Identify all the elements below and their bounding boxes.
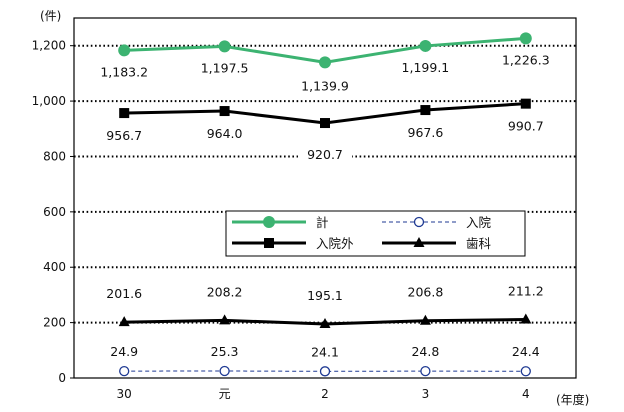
data-point (319, 56, 331, 69)
legend-label: 歯科 (466, 236, 492, 251)
legend-box (225, 210, 526, 257)
data-label: 24.4 (512, 344, 540, 359)
data-point (520, 313, 532, 324)
data-point (118, 44, 131, 57)
x-tick-label: 元 (219, 387, 231, 401)
legend-swatch-marker (413, 216, 425, 228)
x-tick-label: 4 (522, 387, 530, 401)
legend-label: 計 (316, 215, 329, 230)
legend-swatch-marker (264, 238, 274, 248)
y-axis-ticks: 0 200 400 600 800 1,000 1,200 (32, 39, 74, 385)
y-tick-label: 600 (43, 205, 66, 219)
data-label: 211.2 (508, 284, 544, 299)
data-label: 24.8 (411, 344, 439, 359)
data-label: 1,183.2 (100, 64, 148, 79)
data-point (119, 108, 130, 119)
data-point (419, 39, 432, 52)
data-point (420, 105, 431, 116)
label-background (298, 147, 352, 164)
data-point (219, 106, 230, 117)
data-point (419, 314, 431, 325)
series-markers (118, 32, 532, 377)
y-tick-label: 800 (43, 149, 66, 163)
data-label: 1,197.5 (201, 60, 249, 75)
data-point (420, 365, 431, 377)
y-tick-label: 1,000 (32, 94, 66, 108)
y-tick-label: 200 (43, 316, 66, 330)
data-point (118, 316, 130, 327)
data-point (519, 32, 532, 45)
data-point (218, 40, 231, 53)
y-unit-label: (件) (40, 9, 61, 23)
x-tick-label: 2 (321, 387, 329, 401)
data-label: 201.6 (106, 286, 142, 301)
data-label: 206.8 (408, 285, 444, 300)
data-point (219, 314, 231, 325)
x-tick-label: 3 (422, 387, 430, 401)
data-labels: 1,183.2 1,197.5 1,139.9 1,199.1 1,226.3 24.9 2… (100, 52, 549, 359)
data-label: 25.3 (211, 344, 239, 359)
legend-swatch-marker (413, 237, 425, 247)
data-point (319, 366, 331, 377)
data-label: 1,139.9 (301, 78, 349, 93)
data-label: 24.1 (311, 344, 339, 359)
x-axis-ticks: 30 元 2 3 4 (117, 387, 530, 401)
data-label: 956.7 (106, 128, 142, 143)
data-point (320, 118, 330, 129)
data-point (319, 317, 331, 328)
y-tick-label: 0 (58, 371, 66, 385)
y-tick-label: 1,200 (32, 39, 66, 53)
data-label: 1,199.1 (402, 60, 450, 75)
data-point (520, 98, 531, 109)
data-point (520, 366, 531, 377)
data-label: 195.1 (307, 288, 343, 303)
legend-label: 入院外 (316, 236, 354, 251)
data-point (219, 365, 230, 377)
data-label: 208.2 (207, 284, 243, 299)
data-label: 964.0 (207, 126, 243, 141)
y-tick-label: 400 (43, 260, 66, 274)
legend-swatch-marker (263, 216, 275, 228)
data-label: 24.9 (110, 344, 138, 359)
data-label: 990.7 (508, 119, 544, 134)
data-label: 1,226.3 (502, 52, 550, 67)
legend-label: 入院 (466, 215, 492, 230)
data-label: 920.7 (307, 147, 343, 162)
data-label: 967.6 (408, 125, 444, 140)
x-tick-label: 30 (117, 387, 132, 401)
data-point (119, 365, 130, 377)
x-unit-label: (年度) (556, 392, 589, 407)
